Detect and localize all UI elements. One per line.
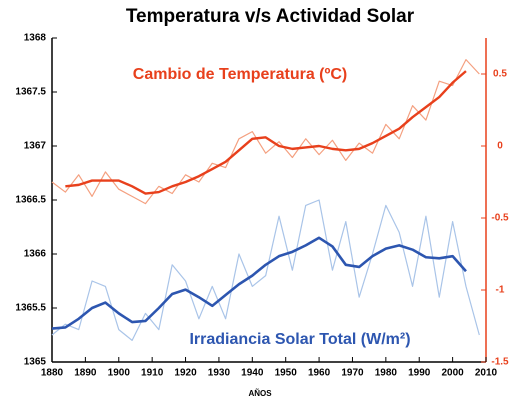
x-tick-label: 1980 [375, 368, 398, 379]
x-tick-label: 1890 [74, 368, 97, 379]
y-tick-label: 1368 [24, 33, 47, 44]
y-tick-label: 1366.5 [15, 195, 46, 206]
series-line [65, 70, 467, 195]
chart-title: Temperatura v/s Actividad Solar [126, 6, 415, 27]
x-axis-label: AÑOS [248, 389, 272, 398]
x-tick-label: 1990 [408, 368, 431, 379]
x-tick-label: 1970 [341, 368, 364, 379]
y2-tick-label: -0.5 [491, 213, 509, 224]
x-tick-label: 1880 [41, 368, 64, 379]
y-tick-label: 1367.5 [15, 87, 46, 98]
series-line [51, 199, 480, 341]
y2-tick-label: 0 [497, 141, 503, 152]
series-line [51, 59, 480, 205]
series-line [51, 236, 467, 330]
x-tick-label: 1950 [275, 368, 298, 379]
x-tick-label: 1930 [208, 368, 231, 379]
y-tick-label: 1366 [24, 249, 47, 260]
x-tick-label: 1900 [108, 368, 131, 379]
y2-tick-label: -1.5 [491, 357, 509, 368]
y2-tick-label: 0.5 [493, 69, 507, 80]
y2-tick-label: -1 [496, 285, 505, 296]
x-tick-label: 1960 [308, 368, 331, 379]
y-tick-label: 1367 [24, 141, 47, 152]
x-tick-label: 1910 [141, 368, 164, 379]
irradiance-annotation: Irradiancia Solar Total (W/m²) [189, 331, 410, 348]
y-tick-label: 1365.5 [15, 303, 46, 314]
x-tick-label: 1920 [174, 368, 197, 379]
x-tick-label: 1940 [241, 368, 264, 379]
temperature-annotation: Cambio de Temperatura (ºC) [133, 66, 347, 83]
y-tick-label: 1365 [24, 357, 47, 368]
x-tick-label: 2000 [441, 368, 464, 379]
x-tick-label: 2010 [475, 368, 498, 379]
